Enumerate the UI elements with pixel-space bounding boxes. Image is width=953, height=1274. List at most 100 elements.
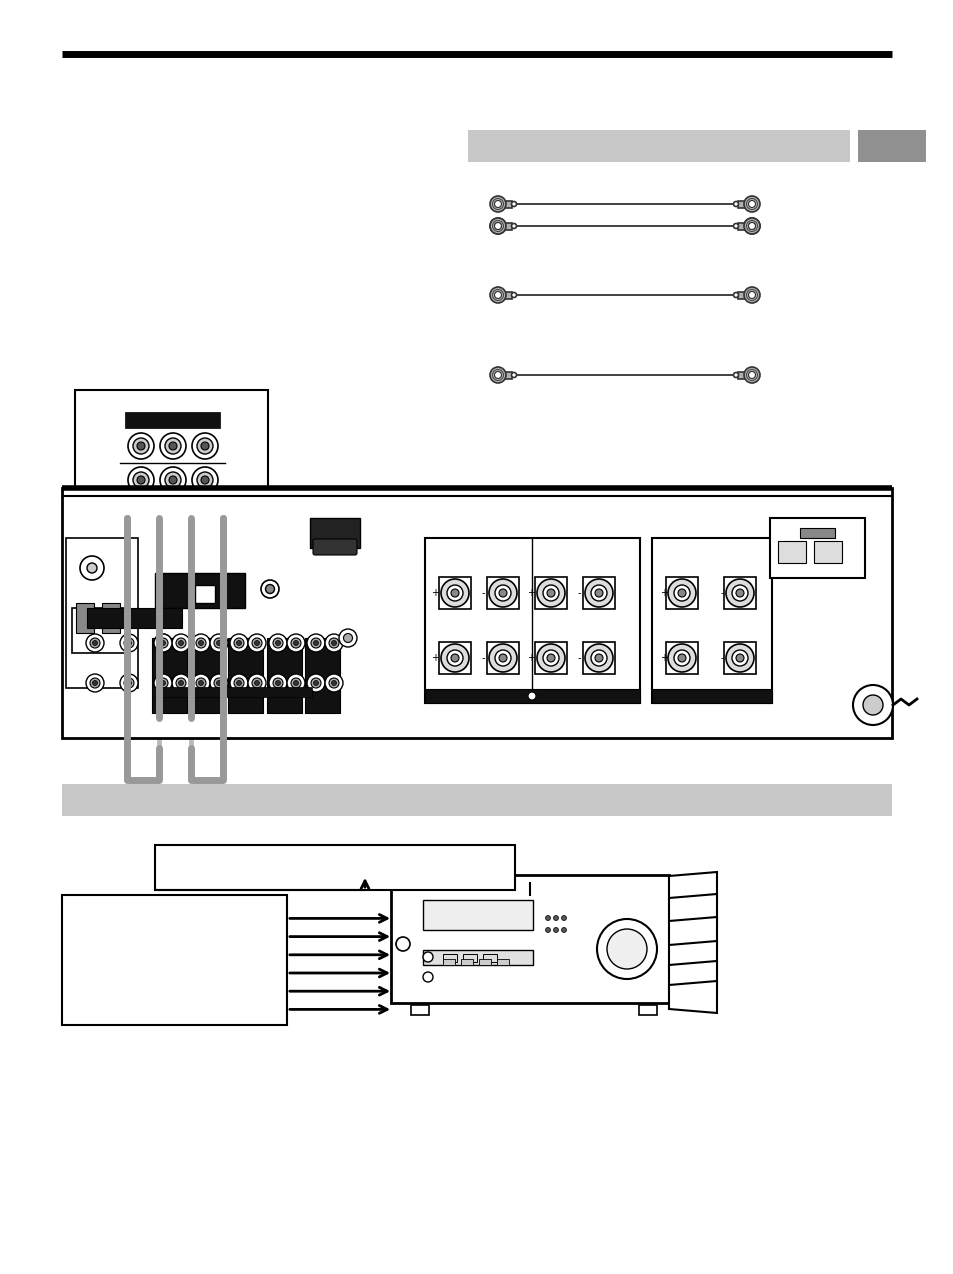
- Circle shape: [490, 287, 505, 303]
- Circle shape: [673, 650, 689, 666]
- Bar: [152, 638, 187, 713]
- Bar: [422, 899, 533, 930]
- Circle shape: [269, 634, 287, 652]
- Bar: [62, 896, 287, 1026]
- Bar: [468, 130, 849, 162]
- Bar: [305, 638, 339, 713]
- Circle shape: [748, 292, 755, 298]
- Circle shape: [440, 643, 469, 671]
- Circle shape: [198, 641, 203, 646]
- Circle shape: [175, 678, 186, 688]
- Circle shape: [494, 223, 501, 229]
- Circle shape: [87, 563, 97, 573]
- Bar: [778, 541, 805, 563]
- Circle shape: [748, 223, 755, 229]
- Circle shape: [291, 638, 301, 648]
- Circle shape: [287, 674, 305, 692]
- Circle shape: [733, 293, 738, 298]
- Bar: [582, 642, 615, 674]
- Circle shape: [447, 650, 462, 666]
- Circle shape: [233, 678, 244, 688]
- Circle shape: [132, 438, 149, 454]
- FancyBboxPatch shape: [313, 539, 356, 555]
- Circle shape: [545, 927, 550, 933]
- Circle shape: [590, 585, 606, 601]
- Circle shape: [90, 638, 100, 648]
- Circle shape: [597, 919, 657, 978]
- Circle shape: [201, 476, 209, 484]
- Bar: [66, 538, 138, 688]
- Circle shape: [137, 442, 145, 450]
- Circle shape: [86, 634, 104, 652]
- Bar: [665, 642, 698, 674]
- Circle shape: [725, 643, 753, 671]
- Bar: [535, 577, 566, 609]
- Circle shape: [331, 680, 336, 685]
- Text: +: +: [659, 654, 667, 662]
- Circle shape: [590, 650, 606, 666]
- Circle shape: [546, 654, 555, 662]
- Circle shape: [731, 650, 747, 666]
- Circle shape: [490, 218, 505, 234]
- Text: +: +: [659, 589, 667, 598]
- Bar: [438, 577, 471, 609]
- Circle shape: [494, 200, 501, 208]
- Bar: [152, 687, 312, 697]
- Circle shape: [329, 638, 338, 648]
- Circle shape: [273, 678, 283, 688]
- Bar: [391, 875, 668, 1003]
- Circle shape: [331, 641, 336, 646]
- Circle shape: [137, 476, 145, 484]
- Circle shape: [314, 680, 318, 685]
- Circle shape: [542, 650, 558, 666]
- Circle shape: [196, 471, 213, 488]
- Bar: [497, 200, 512, 208]
- Bar: [438, 642, 471, 674]
- Circle shape: [307, 674, 325, 692]
- Circle shape: [216, 680, 221, 685]
- Circle shape: [192, 468, 218, 493]
- Circle shape: [291, 678, 301, 688]
- Circle shape: [490, 218, 505, 234]
- Text: +: +: [431, 589, 438, 598]
- Circle shape: [494, 372, 501, 378]
- Circle shape: [311, 678, 320, 688]
- Circle shape: [673, 585, 689, 601]
- Bar: [62, 784, 891, 817]
- Circle shape: [542, 585, 558, 601]
- Circle shape: [132, 471, 149, 488]
- Circle shape: [294, 641, 298, 646]
- Circle shape: [160, 468, 186, 493]
- Circle shape: [128, 468, 153, 493]
- Circle shape: [287, 634, 305, 652]
- Circle shape: [546, 589, 555, 598]
- Circle shape: [213, 678, 224, 688]
- Circle shape: [489, 578, 517, 606]
- Circle shape: [275, 680, 280, 685]
- Circle shape: [213, 638, 224, 648]
- Circle shape: [338, 629, 356, 647]
- Bar: [651, 689, 771, 703]
- Circle shape: [731, 585, 747, 601]
- Circle shape: [494, 292, 501, 298]
- Circle shape: [254, 680, 259, 685]
- Circle shape: [265, 585, 274, 594]
- Circle shape: [86, 674, 104, 692]
- Circle shape: [80, 555, 104, 580]
- Circle shape: [92, 641, 97, 646]
- Circle shape: [160, 433, 186, 459]
- Bar: [497, 223, 512, 229]
- Circle shape: [511, 201, 516, 206]
- Bar: [125, 412, 220, 428]
- Bar: [190, 638, 225, 713]
- Circle shape: [311, 638, 320, 648]
- Circle shape: [584, 643, 613, 671]
- Circle shape: [248, 634, 266, 652]
- Circle shape: [561, 927, 566, 933]
- Bar: [535, 642, 566, 674]
- Circle shape: [230, 634, 248, 652]
- Circle shape: [498, 589, 506, 598]
- Circle shape: [216, 641, 221, 646]
- Circle shape: [158, 638, 168, 648]
- Text: -: -: [720, 654, 723, 662]
